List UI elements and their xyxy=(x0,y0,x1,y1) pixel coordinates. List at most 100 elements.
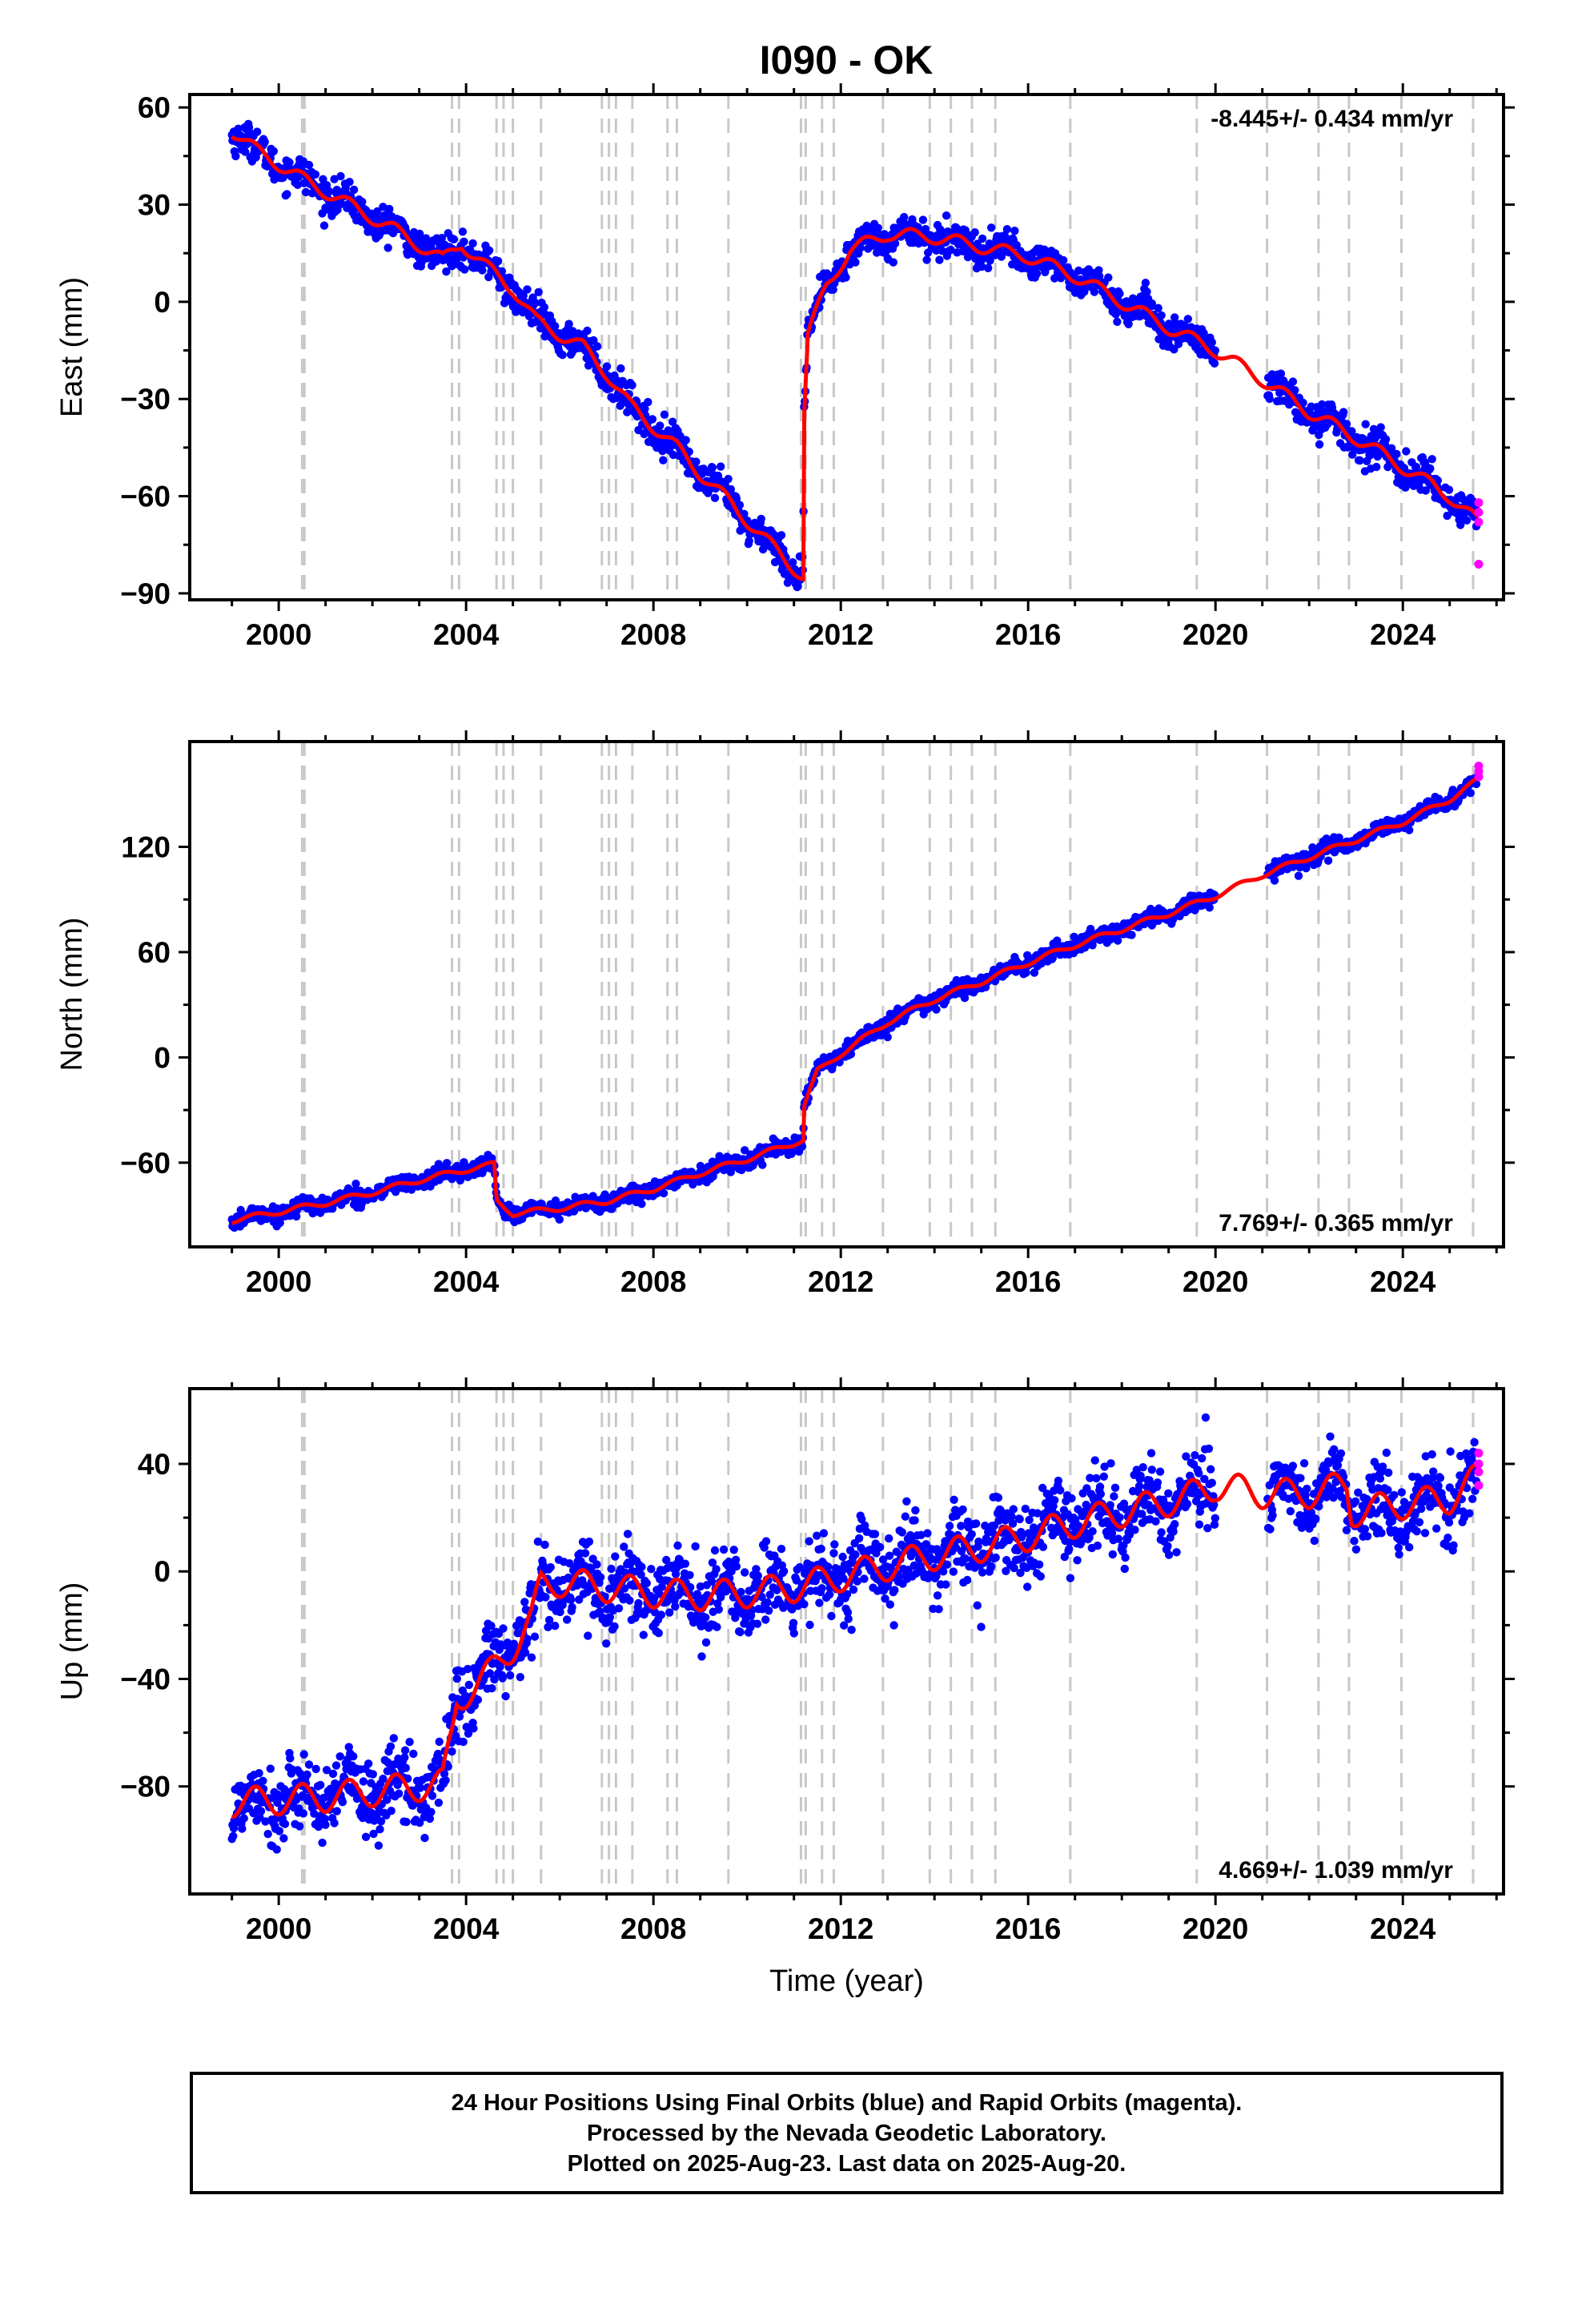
east-y-label: East (mm) xyxy=(55,277,89,417)
east-final-point xyxy=(1094,266,1103,275)
up-final-point xyxy=(487,1622,496,1630)
east-final-point xyxy=(1265,394,1274,404)
up-final-point xyxy=(304,1760,314,1769)
panels: 2000 2004 2008 2012 2016 2020 2024−90−60−30030… xyxy=(55,83,1515,1998)
east-final-point xyxy=(1080,287,1089,296)
east-final-point xyxy=(873,223,883,232)
up-final-point xyxy=(587,1565,596,1574)
up-final-point xyxy=(440,1769,449,1779)
up-final-point xyxy=(544,1615,554,1625)
up-final-point xyxy=(295,1769,305,1778)
up-final-point xyxy=(611,1552,620,1561)
east-final-point xyxy=(644,397,652,407)
up-final-point xyxy=(540,1540,549,1550)
east-final-point xyxy=(692,457,701,466)
north-final-point xyxy=(932,1005,941,1014)
east-y-tick-label: −60 xyxy=(120,480,171,513)
north-final-point xyxy=(292,1212,301,1221)
east-final-point xyxy=(358,197,367,207)
up-final-point xyxy=(753,1571,762,1580)
up-final-point xyxy=(229,1823,239,1833)
east-final-point xyxy=(269,147,278,155)
up-final-point xyxy=(701,1613,710,1622)
north-y-tick-label: 60 xyxy=(138,936,171,969)
east-final-points xyxy=(227,119,1481,592)
east-final-point xyxy=(494,256,503,266)
up-final-point xyxy=(386,1742,396,1751)
up-final-point xyxy=(434,1798,444,1807)
east-final-point xyxy=(283,190,291,199)
up-final-point xyxy=(376,1817,386,1826)
up-final-point xyxy=(765,1606,773,1615)
north-final-point xyxy=(758,1160,767,1169)
up-final-point xyxy=(736,1627,745,1637)
east-final-point xyxy=(234,124,243,133)
up-final-point xyxy=(620,1542,628,1551)
east-final-point xyxy=(1288,377,1298,386)
up-final-point xyxy=(314,1822,323,1831)
up-final-point xyxy=(602,1639,611,1648)
up-final-point xyxy=(712,1565,721,1574)
up-final-point xyxy=(654,1629,663,1638)
east-final-point xyxy=(558,351,567,360)
up-final-point xyxy=(580,1549,590,1558)
up-final-point xyxy=(427,1807,436,1816)
up-final-point xyxy=(558,1601,567,1610)
up-final-point xyxy=(295,1822,304,1831)
up-final-point xyxy=(469,1724,478,1733)
up-final-point xyxy=(546,1562,555,1572)
east-final-point xyxy=(1339,408,1348,416)
up-final-point xyxy=(662,1555,671,1565)
east-final-point xyxy=(583,326,592,336)
up-final-point xyxy=(685,1570,694,1580)
up-final-point xyxy=(261,1817,270,1826)
east-final-point xyxy=(437,234,447,243)
east-final-point xyxy=(383,243,392,252)
east-final-point xyxy=(373,207,382,216)
up-final-point xyxy=(763,1598,772,1607)
up-final-point xyxy=(266,1764,275,1773)
east-final-point xyxy=(1291,386,1299,395)
up-final-point xyxy=(568,1602,576,1612)
up-final-point xyxy=(719,1545,729,1554)
up-final-point xyxy=(400,1746,410,1755)
north-final-point xyxy=(555,1215,564,1224)
east-final-point xyxy=(1012,240,1022,250)
up-final-point xyxy=(805,1537,813,1546)
up-final-point xyxy=(364,1759,373,1768)
up-final-point xyxy=(256,1807,266,1815)
east-final-point xyxy=(717,462,725,471)
up-final-point xyxy=(321,1820,330,1829)
north-final-point xyxy=(637,1200,646,1208)
east-final-point xyxy=(231,151,240,161)
up-final-point xyxy=(361,1832,371,1841)
east-final-point xyxy=(681,436,690,444)
up-final-point xyxy=(452,1675,461,1683)
up-final-point xyxy=(299,1809,308,1818)
up-final-point xyxy=(416,1818,424,1827)
east-final-point xyxy=(1426,464,1435,473)
up-final-point xyxy=(610,1622,619,1631)
north-final-point xyxy=(1205,903,1214,912)
east-final-point xyxy=(922,255,931,264)
east-final-point xyxy=(1154,304,1162,312)
east-final-point xyxy=(602,362,612,371)
east-final-point xyxy=(793,581,802,591)
east-final-point xyxy=(1207,338,1217,347)
up-final-point xyxy=(650,1608,660,1617)
east-final-point xyxy=(628,380,636,390)
north-final-point xyxy=(460,1158,468,1167)
up-final-point xyxy=(757,1592,766,1602)
up-final-point xyxy=(789,1618,798,1627)
up-final-point xyxy=(473,1695,483,1704)
up-final-point xyxy=(402,1817,411,1827)
east-final-point xyxy=(973,239,982,248)
up-final-point xyxy=(490,1675,499,1684)
up-final-point xyxy=(614,1604,624,1613)
up-final-point xyxy=(401,1763,410,1772)
up-final-point xyxy=(316,1780,325,1790)
east-final-point xyxy=(1427,455,1436,464)
east-final-point xyxy=(1318,400,1327,409)
up-final-point xyxy=(620,1584,629,1593)
north-final-point xyxy=(960,993,970,1003)
